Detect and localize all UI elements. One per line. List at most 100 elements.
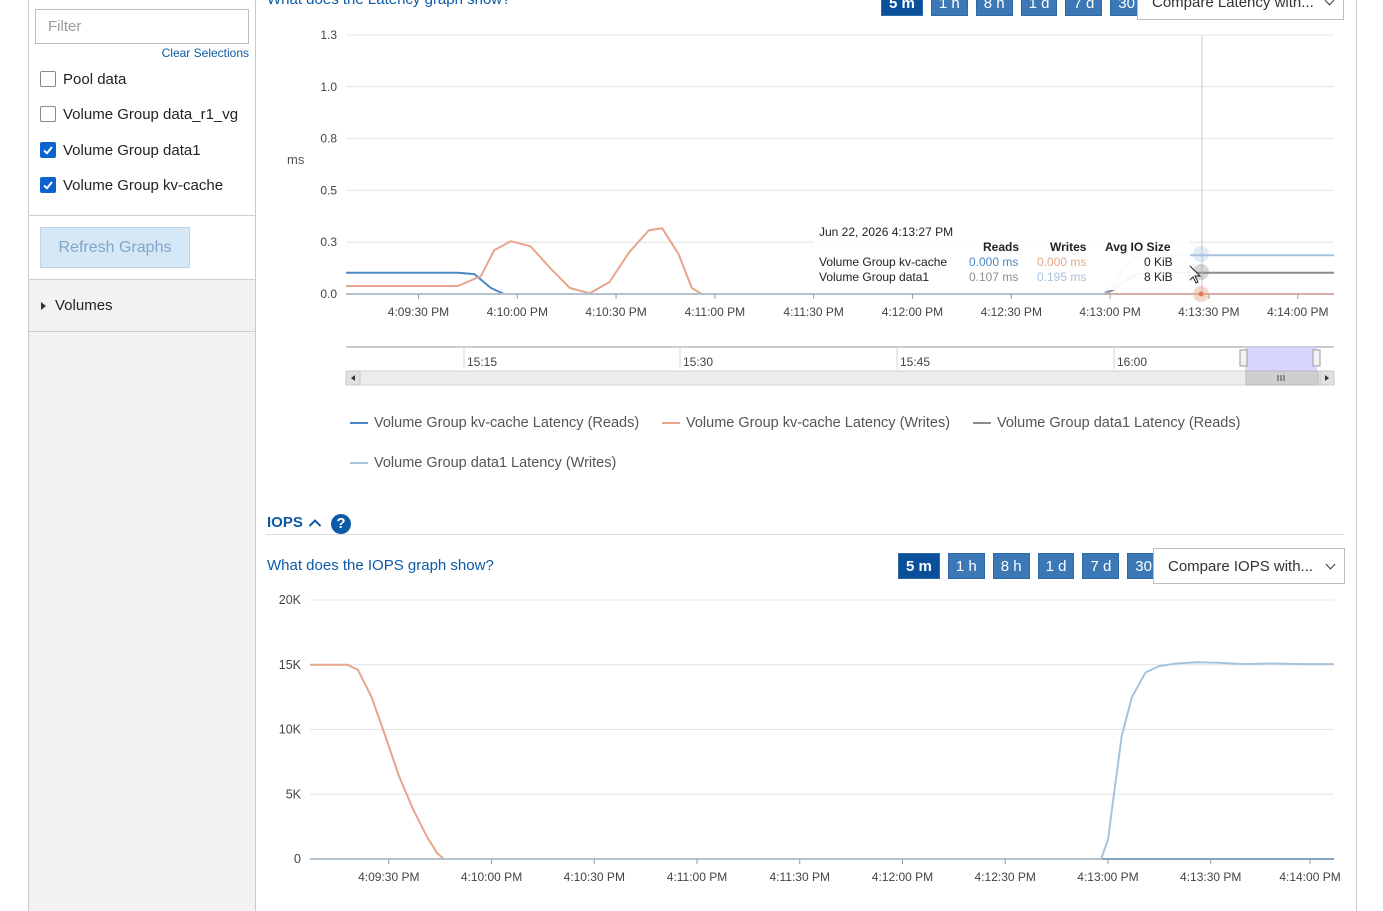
- arrow-right-icon: [1325, 375, 1329, 381]
- legend-label: Volume Group kv-cache Latency (Reads): [374, 415, 640, 431]
- hover-marker: [1193, 246, 1209, 262]
- latency-range-button[interactable]: 5 m: [881, 0, 923, 16]
- checkbox-data1[interactable]: [40, 142, 56, 158]
- x-tick-label: 4:13:00 PM: [1079, 305, 1140, 319]
- x-tick-label: 4:09:30 PM: [388, 305, 449, 319]
- navigator-label: 15:15: [467, 355, 497, 369]
- iops-section-toggle[interactable]: IOPS: [267, 514, 322, 531]
- filter-input[interactable]: [35, 9, 249, 44]
- chevron-up-icon: [308, 518, 322, 527]
- y-tick-label: 20K: [279, 593, 302, 607]
- iops-range-button[interactable]: 5 m: [898, 553, 940, 579]
- navigator-label: 16:00: [1117, 355, 1147, 369]
- y-tick-label: 0.5: [320, 183, 337, 197]
- navigator-selection[interactable]: [1245, 347, 1317, 371]
- clear-selections-link[interactable]: Clear Selections: [161, 46, 249, 60]
- latency-range-button[interactable]: 8 h: [975, 0, 1013, 16]
- compare-iops-select[interactable]: Compare IOPS with...: [1153, 548, 1345, 584]
- volumes-label: Volumes: [55, 297, 113, 314]
- checkbox-label: Volume Group kv-cache: [63, 176, 224, 194]
- grip-icon: [1277, 375, 1285, 381]
- x-tick-label: 4:13:00 PM: [1077, 870, 1138, 884]
- iops-range-button[interactable]: 1 h: [947, 553, 985, 579]
- hover-marker: [1198, 291, 1204, 297]
- refresh-graphs-button[interactable]: Refresh Graphs: [40, 227, 190, 268]
- x-tick-label: 4:10:00 PM: [487, 305, 548, 319]
- checkbox-row-kv-cache[interactable]: Volume Group kv-cache: [40, 174, 223, 196]
- latency-range-button[interactable]: 1 d: [1020, 0, 1058, 16]
- x-tick-label: 4:11:00 PM: [685, 305, 745, 319]
- tooltip-io-value: 8 KiB: [1144, 270, 1173, 284]
- legend-swatch: [973, 422, 991, 424]
- x-tick-label: 4:10:00 PM: [461, 870, 522, 884]
- x-tick-label: 4:11:30 PM: [769, 870, 829, 884]
- tooltip-date: Jun 22, 2026 4:13:27 PM: [819, 225, 954, 239]
- iops-help-link[interactable]: What does the IOPS graph show?: [267, 557, 494, 574]
- tooltip-writes-value: 0.195 ms: [1037, 270, 1087, 284]
- checkbox-label: Pool data: [63, 70, 127, 88]
- checkbox-kv-cache[interactable]: [40, 177, 56, 193]
- x-tick-label: 4:13:30 PM: [1180, 870, 1241, 884]
- iops-range-button[interactable]: 8 h: [992, 553, 1030, 579]
- series-line-0[interactable]: [310, 663, 1334, 860]
- navigator-label: 15:45: [900, 355, 930, 369]
- tooltip-writes-value: 0.000 ms: [1037, 255, 1087, 269]
- y-tick-label: 0.3: [320, 235, 337, 249]
- legend-label: Volume Group data1 Latency (Writes): [374, 455, 617, 471]
- latency-tooltip: Jun 22, 2026 4:13:27 PM Reads Writes Avg…: [814, 222, 1190, 290]
- latency-range-button[interactable]: 7 d: [1065, 0, 1103, 16]
- y-tick-label: 10K: [279, 723, 302, 737]
- checkbox-pool-data[interactable]: [40, 71, 56, 87]
- arrow-left-icon: [351, 375, 355, 381]
- y-tick-label: 0.8: [320, 132, 337, 146]
- navigator-right-handle[interactable]: [1312, 349, 1321, 367]
- legend-item-kv-cache-writes[interactable]: Volume Group kv-cache Latency (Writes): [662, 415, 950, 431]
- tooltip-header-writes: Writes: [1050, 240, 1087, 254]
- x-tick-label: 4:14:00 PM: [1267, 305, 1328, 319]
- iops-chart[interactable]: 0 5K 10K 15K 20K 4:09:30 PM 4:10:00 PM 4:10:30…: [0, 580, 1383, 911]
- legend-swatch: [350, 462, 368, 464]
- legend-item-data1-writes[interactable]: Volume Group data1 Latency (Writes): [350, 455, 616, 471]
- navigator-scrollbar-thumb[interactable]: [1245, 370, 1319, 386]
- x-tick-label: 4:12:00 PM: [872, 870, 933, 884]
- checkbox-row-data1[interactable]: Volume Group data1: [40, 139, 201, 161]
- tooltip-reads-value: 0.107 ms: [969, 270, 1019, 284]
- checkbox-row-data-r1-vg[interactable]: Volume Group data_r1_vg: [40, 103, 238, 125]
- legend-label: Volume Group data1 Latency (Reads): [997, 415, 1241, 431]
- latency-help-link[interactable]: What does the Latency graph show?: [267, 0, 511, 8]
- x-tick-label: 4:11:00 PM: [667, 870, 727, 884]
- legend-item-data1-reads[interactable]: Volume Group data1 Latency (Reads): [973, 415, 1240, 431]
- y-tick-label: 1.3: [320, 28, 337, 42]
- help-icon[interactable]: ?: [331, 514, 351, 534]
- iops-range-button[interactable]: 7 d: [1082, 553, 1120, 579]
- checkbox-row-pool-data[interactable]: Pool data: [40, 68, 126, 90]
- tooltip-reads-value: 0.000 ms: [969, 255, 1019, 269]
- series-line-2[interactable]: [310, 661, 1334, 860]
- navigator-scrollbar-track[interactable]: [345, 370, 1335, 386]
- y-tick-label: 15K: [279, 658, 302, 672]
- latency-y-axis-label: ms: [287, 152, 305, 167]
- y-tick-label: 1.0: [320, 80, 337, 94]
- x-tick-label: 4:12:00 PM: [882, 305, 943, 319]
- volumes-expander[interactable]: Volumes: [29, 280, 255, 332]
- legend-item-kv-cache-reads[interactable]: Volume Group kv-cache Latency (Reads): [350, 415, 639, 431]
- navigator-label: 15:30: [683, 355, 713, 369]
- navigator-left-handle[interactable]: [1239, 349, 1248, 367]
- y-tick-label: 5K: [286, 787, 302, 801]
- y-tick-label: 0.0: [320, 287, 337, 301]
- caret-right-icon: [41, 301, 46, 310]
- x-tick-label: 4:12:30 PM: [975, 870, 1036, 884]
- latency-range-button[interactable]: 1 h: [930, 0, 968, 16]
- x-tick-label: 4:09:30 PM: [358, 870, 419, 884]
- tooltip-row-name: Volume Group data1: [819, 270, 930, 284]
- x-tick-label: 4:13:30 PM: [1178, 305, 1239, 319]
- legend-label: Volume Group kv-cache Latency (Writes): [686, 415, 951, 431]
- iops-range-button[interactable]: 1 d: [1037, 553, 1075, 579]
- legend-swatch: [662, 422, 680, 424]
- checkbox-data-r1-vg[interactable]: [40, 106, 56, 122]
- time-navigator[interactable]: 15:15 15:30 15:45 16:00: [340, 344, 1340, 390]
- tooltip-header-io: Avg IO Size: [1105, 240, 1171, 254]
- compare-latency-select[interactable]: Compare Latency with...: [1137, 0, 1344, 20]
- refresh-panel: Refresh Graphs: [29, 216, 255, 280]
